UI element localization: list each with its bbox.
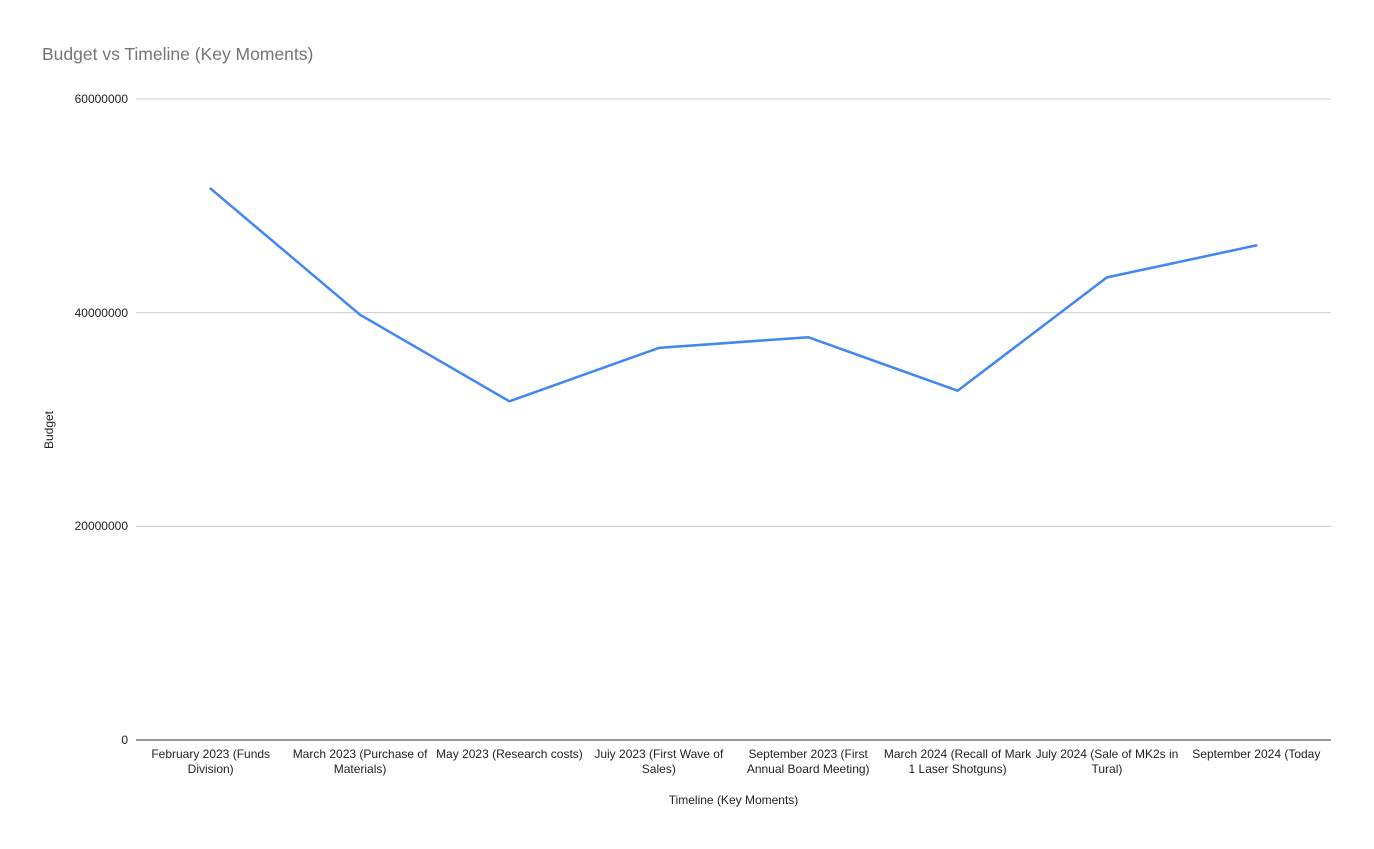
x-axis-tick-label: Juiy 2023 (First Wave of Sales) bbox=[594, 747, 724, 776]
budget-line-series bbox=[209, 187, 1258, 403]
y-axis-tick-label: 20000000 bbox=[74, 519, 128, 534]
x-axis-tick-label: September 2024 (Today bbox=[1192, 747, 1321, 761]
x-axis-tick-label: July 2024 (Sale of MK2s in Tural) bbox=[1035, 747, 1179, 776]
y-axis-tick-label: 60000000 bbox=[74, 92, 128, 106]
x-axis-tick-label: May 2023 (Research costs) bbox=[436, 747, 583, 761]
chart-title: Budget vs Timeline (Key Moments) bbox=[42, 44, 314, 64]
y-axis-tick-label: 0 bbox=[121, 733, 128, 747]
x-axis-title: Timeline (Key Moments) bbox=[668, 793, 799, 807]
y-axis-title: Budget bbox=[42, 410, 56, 450]
x-axis-tick-label: March 2023 (Purchase of Materials) bbox=[292, 747, 428, 776]
x-axis-tick-label: February 2023 (Funds Division) bbox=[151, 747, 271, 776]
x-axis-tick-label: September 2023 (First Annual Board Meeti… bbox=[746, 747, 870, 776]
x-axis-tick-label: March 2024 (Recall of Mark 1 Laser Shotg… bbox=[883, 747, 1032, 776]
y-axis-tick-label: 40000000 bbox=[74, 305, 128, 320]
